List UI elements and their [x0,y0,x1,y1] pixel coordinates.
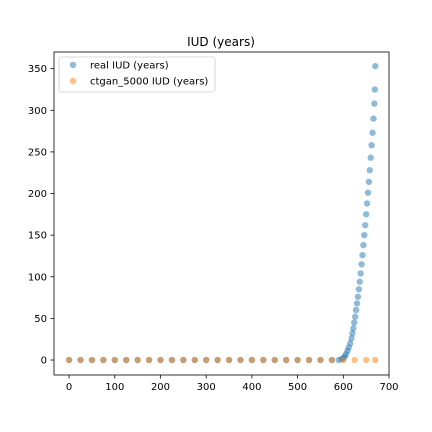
x-tick-label: 400 [242,382,261,393]
x-tick-label: 500 [288,382,307,393]
real-data-point [369,129,376,136]
plot-background [54,52,389,375]
real-data-point [351,313,359,320]
ctgan-data-point [328,356,336,364]
ctgan-data-point [282,356,290,364]
axes-frame [53,51,390,376]
y-tick-label: 0 [41,356,47,367]
real-data-point [365,178,373,186]
x-tick-label: 600 [334,382,353,393]
y-tick-label: 200 [28,189,47,200]
y-tick-label: 50 [34,314,47,325]
ctgan-data-point [145,356,153,364]
real-data-point [354,293,362,300]
ctgan-data-point [372,356,379,364]
ctgan-data-point [168,356,176,364]
ctgan-data-point [340,356,347,364]
ctgan-data-point [180,356,187,364]
y-tick-label: 300 [28,106,47,117]
y-tick-label: 150 [28,231,47,242]
real-data-point [361,231,368,239]
real-data-point [360,241,367,249]
ctgan-data-point [65,356,73,364]
real-data-point [351,319,358,326]
x-tick-label: 100 [105,382,124,393]
real-data-point [371,100,378,107]
ctgan-data-point [100,356,107,364]
legend-label-real: real IUD (years) [90,61,169,72]
ctgan-data-point [362,356,370,364]
real-data-point [366,167,373,174]
x-tick-label: 0 [66,382,72,393]
real-data-point [367,154,374,161]
legend-marker-real [69,61,77,69]
ctgan-data-point [248,356,256,364]
ctgan-data-point [317,356,324,364]
ctgan-data-point [134,356,141,364]
real-data-point [353,300,361,307]
x-tick-label: 300 [197,382,216,393]
chart-title: IUD (years) [187,35,255,49]
real-data-point [364,189,372,196]
real-data-point [370,115,377,122]
legend-box [58,56,216,93]
plot-area [54,52,389,375]
ctgan-data-point [214,356,221,364]
legend-marker-ctgan [69,77,77,85]
ctgan-data-point [111,356,118,364]
real-data-point [359,251,366,259]
axes: 0 100 200 300 400 500 600 700 0 50 100 150 200 250 300… [28,51,399,393]
real-data-point [358,261,365,268]
real-data-point [371,86,379,93]
ctgan-data-point [294,356,301,364]
real-data-point [350,325,357,332]
real-data-point [362,211,370,218]
real-data-point [349,330,356,337]
data-points [65,62,379,364]
ctgan-data-point [305,356,313,364]
real-data-point [348,335,355,342]
y-tick-label: 100 [28,272,47,283]
legend: real IUD (years) ctgan_5000 IUD (years) [58,56,216,93]
ctgan-data-point [191,356,198,364]
real-data-point [357,270,364,277]
ctgan-data-point [77,356,84,364]
real-data-point [355,286,363,293]
ctgan-data-point [271,356,278,364]
real-data-point [372,62,379,70]
ctgan-data-point [88,356,96,364]
ctgan-data-point [157,356,164,364]
y-tick-label: 250 [28,147,47,158]
x-tick-label: 200 [151,382,170,393]
real-data-point [346,340,354,347]
real-data-point [363,200,371,207]
y-tick-label: 350 [28,64,47,75]
real-data-point [352,306,360,314]
ctgan-data-point [260,356,267,364]
ctgan-data-point [237,356,244,364]
real-data-point [362,221,369,229]
ctgan-data-point [225,356,233,364]
legend-label-ctgan: ctgan_5000 IUD (years) [90,77,208,88]
x-tick-label: 700 [379,382,398,393]
ctgan-data-point [123,356,130,364]
real-data-point [356,278,363,285]
ctgan-data-point [351,356,358,364]
real-data-point [368,142,375,149]
ctgan-data-point [202,356,210,364]
